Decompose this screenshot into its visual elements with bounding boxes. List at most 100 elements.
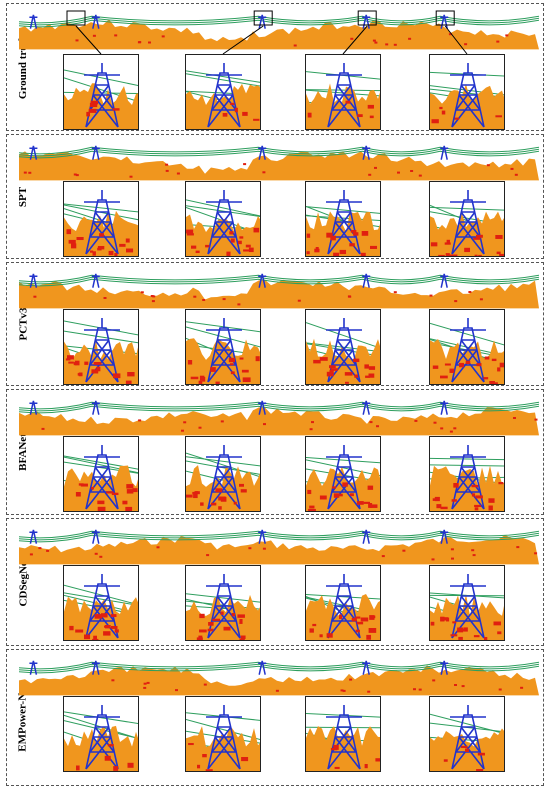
error-point [432, 365, 439, 369]
error-point [111, 679, 115, 682]
tower-mark [91, 273, 100, 288]
error-point [193, 493, 198, 499]
overview-strip [18, 394, 540, 440]
tower-structure [206, 574, 242, 639]
error-point [226, 251, 231, 256]
error-point [151, 300, 155, 303]
error-point [429, 294, 433, 297]
error-point [520, 686, 524, 689]
tower-mark [440, 145, 449, 160]
tower-mark [440, 529, 449, 544]
error-point [497, 367, 501, 372]
error-point [202, 299, 206, 301]
error-point [361, 231, 369, 236]
error-point [199, 375, 205, 381]
power-line [18, 405, 540, 414]
error-point [205, 244, 210, 248]
error-point [350, 37, 354, 40]
tower-closeup [185, 696, 261, 772]
power-line [64, 77, 138, 102]
power-line [186, 199, 260, 217]
error-point [198, 380, 203, 384]
error-point [307, 112, 312, 118]
error-point [92, 251, 96, 256]
error-point [28, 171, 32, 174]
error-point [67, 355, 74, 360]
error-point [229, 231, 234, 235]
error-point [308, 508, 316, 511]
zoom-region-box [357, 10, 377, 26]
tower-mark [91, 660, 100, 675]
power-line [430, 464, 504, 467]
error-point [468, 291, 472, 293]
power-line [64, 203, 138, 213]
error-point [176, 172, 180, 175]
error-point [440, 506, 448, 510]
error-point [414, 419, 418, 422]
error-point [132, 488, 138, 493]
tower-mark [362, 14, 371, 29]
tower-mark [29, 400, 38, 415]
error-point [239, 619, 243, 624]
error-point [208, 622, 214, 626]
error-point [454, 684, 457, 686]
terrain-profile [19, 665, 539, 696]
error-point [367, 104, 374, 109]
error-point [493, 621, 501, 626]
tower-mark [440, 660, 449, 675]
power-line [18, 663, 540, 672]
error-point [309, 505, 315, 509]
error-point [516, 546, 520, 549]
error-point [222, 113, 228, 117]
error-point [385, 43, 389, 46]
error-point [360, 617, 369, 622]
error-point [329, 365, 336, 369]
error-point [125, 506, 133, 511]
error-point [345, 100, 351, 104]
error-point [71, 243, 77, 249]
power-line [430, 457, 504, 461]
error-point [365, 375, 370, 378]
tower-closeup [63, 565, 139, 641]
power-line [306, 89, 380, 92]
tower-mark [362, 529, 371, 544]
power-line [430, 322, 504, 346]
power-line [186, 719, 260, 741]
error-point [309, 428, 313, 431]
power-line [18, 148, 540, 157]
error-point [464, 247, 471, 253]
error-point [262, 171, 266, 174]
error-point [356, 501, 364, 505]
error-point [215, 488, 223, 493]
error-point [150, 295, 154, 297]
error-point [474, 254, 478, 256]
error-point [90, 250, 94, 253]
power-line [430, 85, 504, 96]
error-point [465, 360, 471, 365]
error-point [97, 246, 105, 250]
error-point [443, 759, 448, 762]
error-point [496, 40, 500, 43]
power-line [18, 532, 540, 541]
panel-spt: SPT [6, 134, 544, 259]
error-point [474, 507, 479, 511]
error-point [326, 371, 334, 377]
error-point [498, 688, 502, 691]
error-point [237, 614, 245, 618]
tower-closeup [429, 54, 505, 130]
error-point [339, 614, 343, 620]
error-point [75, 39, 79, 42]
error-point [90, 486, 94, 490]
error-point [311, 421, 314, 424]
tower-mark [362, 273, 371, 288]
error-point [489, 381, 495, 384]
error-point [188, 743, 194, 746]
error-point [413, 688, 416, 691]
error-point [478, 254, 482, 256]
error-point [367, 690, 371, 693]
error-point [239, 236, 244, 239]
error-point [350, 230, 357, 233]
error-point [488, 498, 495, 503]
error-point [23, 171, 27, 174]
tower-structure [450, 445, 486, 510]
